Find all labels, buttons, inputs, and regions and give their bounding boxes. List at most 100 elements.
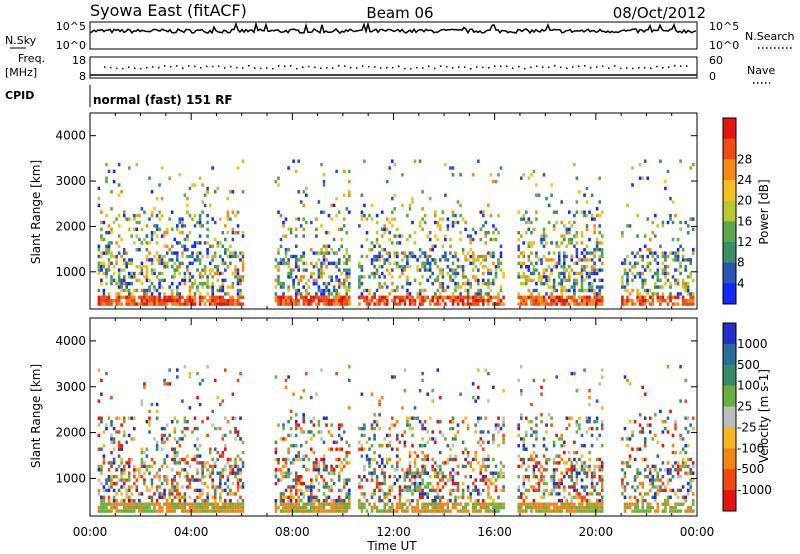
velocity-cell [537, 502, 541, 506]
power-cell [527, 217, 531, 221]
velocity-cell [287, 475, 290, 479]
velocity-cell [380, 395, 384, 400]
velocity-cell [292, 478, 295, 482]
power-cell [188, 271, 192, 276]
power-cell [112, 265, 116, 269]
velocity-cell [628, 464, 632, 469]
power-cell [307, 302, 311, 306]
velocity-cell [439, 478, 442, 482]
velocity-cell [656, 509, 660, 513]
velocity-cell [221, 509, 225, 513]
velocity-cell [532, 485, 536, 489]
velocity-cell [206, 499, 209, 503]
power-cell [482, 271, 485, 276]
velocity-cell [133, 416, 136, 420]
velocity-cell [360, 509, 364, 513]
velocity-cell [580, 454, 584, 458]
power-cell [686, 282, 690, 286]
velocity-cell [565, 426, 569, 431]
velocity-cell [454, 499, 457, 503]
nave-point [122, 67, 124, 70]
power-cell [229, 254, 232, 259]
power-cell [153, 231, 156, 235]
velocity-cell [315, 495, 318, 499]
power-cell [173, 271, 177, 276]
power-cell [643, 268, 647, 272]
velocity-cell [527, 488, 531, 493]
power-cell [646, 299, 649, 303]
velocity-cell [213, 447, 217, 451]
velocity-cell [436, 471, 440, 475]
velocity-cell [684, 461, 687, 465]
power-cell [173, 299, 177, 303]
velocity-cell [479, 502, 483, 506]
velocity-cell [378, 509, 381, 513]
power-cell [345, 285, 348, 289]
power-cell [337, 302, 341, 306]
velocity-cell [482, 478, 485, 482]
velocity-cell [315, 509, 318, 513]
power-cell [188, 292, 192, 296]
velocity-cell [413, 406, 417, 410]
power-cell [100, 237, 103, 242]
power-cell [305, 292, 308, 296]
velocity-cell [563, 502, 566, 506]
power-cell [337, 295, 341, 299]
power-cell [320, 248, 323, 252]
velocity-cell [284, 437, 288, 441]
velocity-cell [176, 495, 179, 499]
power-cell [681, 285, 685, 289]
velocity-cell [307, 488, 311, 493]
power-cell [337, 258, 341, 262]
velocity-cell [198, 444, 202, 448]
power-cell [378, 295, 381, 299]
power-cell [340, 299, 343, 303]
power-cell [340, 302, 343, 306]
power-cell [565, 268, 569, 272]
power-cell [552, 251, 556, 255]
velocity-cell [434, 488, 437, 493]
power-cell [221, 285, 225, 289]
power-cell [525, 265, 528, 269]
nsky-trace [89, 21, 697, 35]
power-cell [679, 159, 682, 163]
velocity-cell [221, 488, 225, 493]
velocity-cell [231, 505, 235, 510]
power-cell [173, 251, 177, 255]
power-cell [208, 261, 212, 265]
power-cell [320, 299, 323, 303]
power-cell [120, 302, 123, 306]
power-cell [327, 213, 331, 218]
power-cell [208, 244, 212, 248]
power-cell [375, 299, 379, 303]
power-cell [216, 288, 220, 293]
power-cell [451, 220, 455, 225]
velocity-cell [181, 399, 184, 403]
velocity-cell [203, 481, 207, 486]
power-cell [100, 278, 103, 282]
nave-point [290, 65, 292, 67]
power-cell [198, 213, 202, 218]
colorbar-swatch [723, 180, 736, 202]
colorbar-swatch [723, 448, 736, 470]
velocity-cell [428, 475, 432, 479]
velocity-cell [535, 475, 538, 479]
power-cell [557, 282, 561, 286]
power-cell [471, 251, 475, 255]
power-cell [684, 258, 687, 262]
velocity-cell [454, 488, 457, 493]
power-cell [178, 265, 182, 269]
velocity-cell [487, 502, 490, 506]
velocity-cell [570, 468, 574, 472]
power-cell [383, 231, 386, 235]
velocity-cell [277, 457, 280, 462]
x-tick-label: 00:00 [680, 525, 715, 539]
power-cell [110, 254, 113, 259]
velocity-cell [310, 447, 313, 451]
velocity-cell [105, 478, 108, 482]
nave-point [428, 65, 430, 67]
power-cell [160, 166, 164, 170]
velocity-cell [684, 464, 687, 469]
power-cell [330, 217, 333, 221]
power-cell [127, 227, 131, 231]
